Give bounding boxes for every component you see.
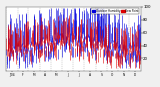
Legend: Outdoor Humidity, Dew Point: Outdoor Humidity, Dew Point — [91, 8, 139, 14]
